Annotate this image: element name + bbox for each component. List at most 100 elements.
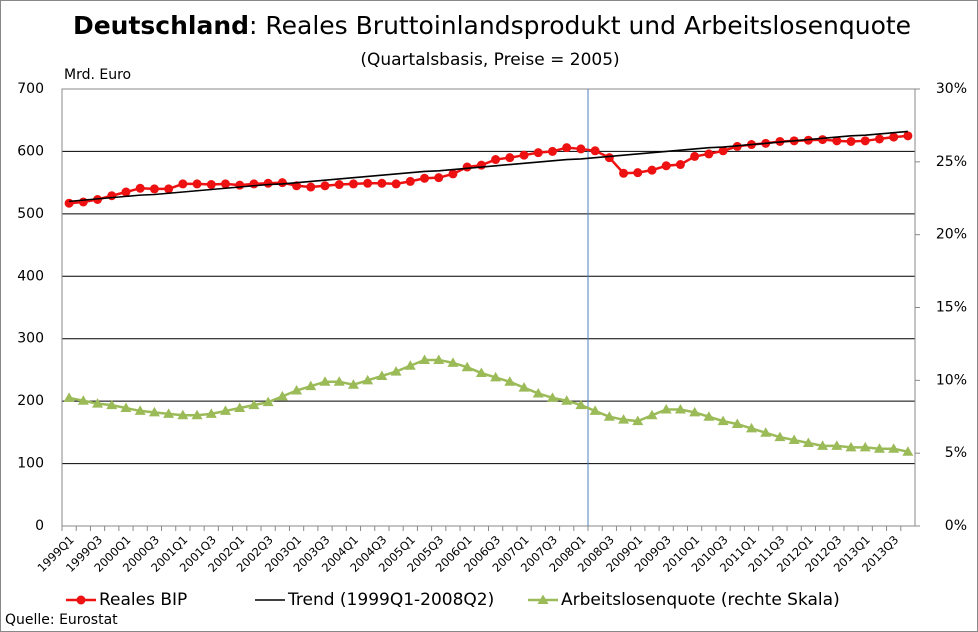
y2-tick-label: 30% (936, 81, 967, 97)
data-point (404, 360, 416, 370)
data-point (590, 146, 600, 156)
data-point (704, 149, 714, 159)
data-point (248, 399, 260, 410)
data-point (448, 169, 458, 179)
data-point (419, 354, 431, 364)
data-point (276, 390, 288, 401)
data-point (306, 182, 316, 192)
data-point (219, 405, 231, 415)
data-point (192, 179, 202, 189)
data-point (333, 376, 345, 386)
data-point (831, 440, 843, 450)
legend-marker (76, 595, 86, 605)
y2-tick-label: 0% (945, 518, 967, 534)
data-point (633, 168, 643, 178)
data-point (334, 180, 344, 190)
data-point (163, 408, 175, 418)
legend-label: Trend (1999Q1-2008Q2) (287, 590, 494, 610)
data-point (703, 411, 715, 421)
data-point (362, 374, 374, 385)
data-point (120, 402, 132, 413)
data-point (434, 173, 444, 183)
data-point (646, 409, 658, 420)
source: Quelle: Eurostat (5, 612, 118, 628)
data-point (518, 382, 530, 392)
data-point (533, 148, 543, 158)
data-point (660, 403, 672, 414)
data-point (832, 136, 842, 146)
data-point (447, 357, 459, 367)
data-point (619, 168, 629, 178)
data-point (689, 406, 701, 417)
data-point (760, 427, 772, 437)
data-point (731, 418, 743, 429)
data-point (148, 406, 160, 417)
data-point (547, 146, 557, 156)
data-point (802, 437, 814, 447)
data-point (277, 178, 287, 188)
legend-marker (537, 594, 549, 604)
data-point (462, 162, 472, 172)
data-point (92, 398, 104, 408)
y-tick-label: 200 (17, 393, 44, 409)
y-tick-label: 0 (35, 518, 44, 534)
data-point (575, 399, 587, 410)
y-tick-label: 700 (17, 81, 44, 97)
data-point (149, 184, 159, 194)
data-point (164, 184, 174, 194)
data-point (846, 136, 856, 146)
data-point (860, 136, 870, 146)
y2-tick-label: 10% (936, 372, 967, 388)
data-point (675, 160, 685, 170)
data-point (390, 366, 402, 376)
data-point (376, 370, 388, 380)
data-point (717, 415, 729, 426)
data-point (546, 392, 558, 402)
data-point (817, 440, 829, 450)
data-point (433, 354, 445, 364)
data-point (490, 371, 502, 382)
data-point (818, 135, 828, 145)
legend-label: Reales BIP (99, 590, 187, 610)
chart-subtitle: (Quartalsbasis, Preise = 2005) (360, 50, 619, 70)
title-bold: Deutschland (73, 11, 249, 40)
y2-tick-label: 5% (945, 445, 967, 461)
data-point (532, 387, 544, 398)
chart-title: Deutschland: Reales Bruttoinlandsprodukt… (73, 11, 911, 40)
data-point (661, 161, 671, 171)
data-point (632, 415, 644, 426)
data-point (874, 134, 884, 144)
data-point (873, 443, 885, 453)
data-point (889, 132, 899, 142)
legend-label: Arbeitslosenquote (rechte Skala) (561, 590, 840, 610)
data-point (291, 385, 303, 395)
data-point (519, 150, 529, 160)
data-point (347, 379, 359, 389)
data-point (77, 395, 89, 405)
data-point (476, 160, 486, 170)
data-point (64, 198, 74, 208)
data-point (690, 151, 700, 161)
data-point (774, 431, 786, 442)
data-point (604, 153, 614, 163)
data-point (420, 173, 430, 183)
data-point (191, 409, 203, 420)
y2-tick-label: 15% (936, 300, 967, 316)
data-point (647, 165, 657, 175)
data-point (206, 180, 216, 190)
data-point (504, 376, 516, 386)
data-point (78, 197, 88, 207)
y-tick-label: 600 (17, 143, 44, 159)
data-point (63, 392, 75, 402)
data-point (320, 181, 330, 191)
y-tick-label: 400 (17, 268, 44, 284)
data-point (859, 441, 871, 452)
data-point (107, 191, 117, 201)
data-point (461, 361, 473, 372)
data-point (235, 180, 245, 190)
data-point (405, 176, 415, 186)
data-point (178, 179, 188, 189)
data-point (263, 178, 273, 188)
data-point (348, 179, 358, 189)
y2-tick-label: 25% (936, 154, 967, 170)
